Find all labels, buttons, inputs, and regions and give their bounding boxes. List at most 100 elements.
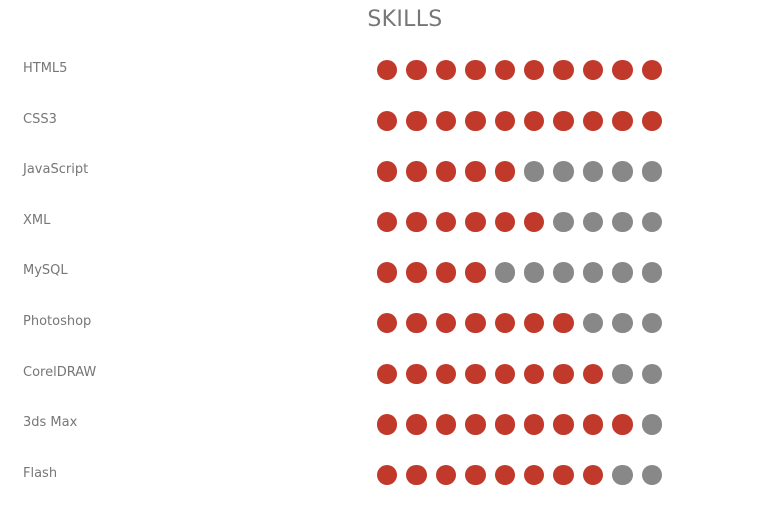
rating-dot-filled: [465, 313, 486, 334]
rating-dot-filled: [377, 110, 398, 131]
rating-dot-empty: [641, 211, 662, 233]
rating-dot-filled: [553, 414, 574, 435]
rating-dot-filled: [523, 60, 545, 81]
rating-dot-filled: [523, 363, 545, 384]
rating-dot-filled: [435, 414, 457, 435]
skill-label: Photoshop: [23, 314, 92, 329]
skill-label: MySQL: [23, 263, 68, 279]
rating-dot-empty: [553, 262, 574, 283]
rating-dot-filled: [523, 211, 545, 233]
rating-dot-filled: [582, 363, 604, 384]
rating-dot-filled: [553, 363, 574, 384]
rating-dot-filled: [377, 262, 398, 283]
rating-dot-filled: [582, 110, 604, 131]
rating-dot-filled: [377, 211, 398, 233]
rating-dot-empty: [641, 464, 662, 486]
rating-dot-filled: [553, 313, 574, 334]
rating-dot-filled: [523, 414, 545, 435]
rating-dot-filled: [406, 313, 427, 334]
rating-dot-filled: [406, 363, 427, 384]
skill-row: JavaScript: [0, 156, 775, 186]
rating-dot-empty: [612, 313, 633, 334]
rating-dot-empty: [582, 313, 604, 334]
rating-dot-filled: [641, 110, 662, 131]
rating-dot-filled: [553, 60, 574, 81]
rating-dot-empty: [641, 161, 662, 182]
rating-dot-empty: [612, 211, 633, 233]
rating-dot-empty: [612, 464, 633, 486]
rating-dot-filled: [494, 60, 515, 81]
rating-dot-filled: [494, 161, 515, 182]
rating-dot-filled: [435, 161, 457, 182]
rating-dot-empty: [612, 161, 633, 182]
rating-dot-filled: [465, 161, 486, 182]
rating-dot-filled: [435, 211, 457, 233]
skill-label: JavaScript: [23, 162, 89, 178]
rating-dot-empty: [553, 161, 574, 182]
rating-dot-filled: [406, 161, 427, 182]
skill-rating: [377, 211, 662, 233]
rating-dot-filled: [582, 414, 604, 435]
rating-dot-filled: [406, 60, 427, 81]
skill-rating: [377, 363, 662, 384]
rating-dot-empty: [582, 262, 604, 283]
rating-dot-filled: [523, 313, 545, 334]
skill-label: XML: [23, 212, 51, 228]
skill-row: XML: [0, 207, 775, 237]
skill-rating: [377, 262, 662, 283]
rating-dot-filled: [465, 110, 486, 131]
rating-dot-empty: [641, 363, 662, 384]
rating-dot-filled: [406, 262, 427, 283]
rating-dot-filled: [494, 363, 515, 384]
skill-rating: [377, 60, 662, 81]
rating-dot-filled: [465, 414, 486, 435]
rating-dot-filled: [494, 313, 515, 334]
rating-dot-filled: [465, 211, 486, 233]
rating-dot-filled: [435, 313, 457, 334]
rating-dot-filled: [435, 110, 457, 131]
rating-dot-filled: [523, 464, 545, 486]
rating-dot-filled: [465, 262, 486, 283]
rating-dot-filled: [612, 60, 633, 81]
skill-label: 3ds Max: [23, 415, 78, 431]
rating-dot-filled: [406, 414, 427, 435]
rating-dot-filled: [523, 110, 545, 131]
skill-rating: [377, 464, 662, 486]
rating-dot-filled: [406, 110, 427, 131]
rating-dot-empty: [612, 363, 633, 384]
rating-dot-empty: [612, 262, 633, 283]
rating-dot-filled: [377, 414, 398, 435]
rating-dot-empty: [641, 262, 662, 283]
rating-dot-filled: [494, 464, 515, 486]
rating-dot-empty: [553, 211, 574, 233]
rating-dot-filled: [494, 211, 515, 233]
skill-row: Flash: [0, 460, 775, 490]
rating-dot-empty: [582, 161, 604, 182]
rating-dot-empty: [523, 262, 545, 283]
rating-dot-empty: [523, 161, 545, 182]
rating-dot-empty: [494, 262, 515, 283]
rating-dot-filled: [494, 414, 515, 435]
rating-dot-filled: [465, 60, 486, 81]
rating-dot-filled: [377, 161, 398, 182]
rating-dot-filled: [582, 60, 604, 81]
rating-dot-filled: [435, 262, 457, 283]
skill-label: CorelDRAW: [23, 364, 97, 380]
skill-row: 3ds Max: [0, 409, 775, 439]
skill-row: CSS3: [0, 106, 775, 136]
rating-dot-filled: [377, 313, 398, 334]
rating-dot-filled: [377, 464, 398, 486]
rating-dot-filled: [406, 464, 427, 486]
rating-dot-filled: [435, 60, 457, 81]
skill-rating: [377, 313, 662, 334]
rating-dot-filled: [465, 363, 486, 384]
skill-label: HTML5: [23, 61, 68, 76]
rating-dot-empty: [582, 211, 604, 233]
rating-dot-filled: [406, 211, 427, 233]
rating-dot-filled: [582, 464, 604, 486]
skill-row: CorelDRAW: [0, 359, 775, 389]
rating-dot-filled: [641, 60, 662, 81]
rating-dot-empty: [641, 414, 662, 435]
rating-dot-empty: [641, 313, 662, 334]
rating-dot-filled: [612, 414, 633, 435]
